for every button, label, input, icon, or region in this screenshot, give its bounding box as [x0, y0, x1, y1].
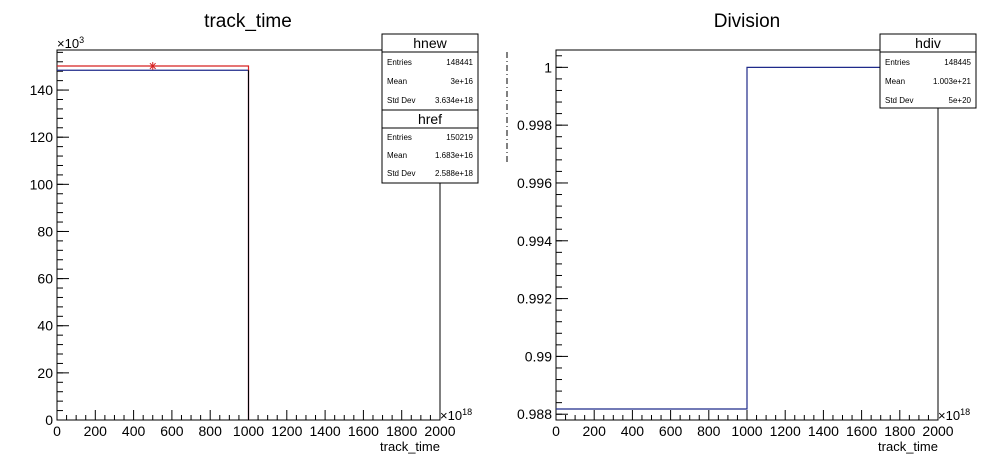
x-tick-label: 800	[199, 423, 223, 439]
y-tick-labels: 0 20 40 60 80 100 120 140	[30, 82, 54, 428]
stats-box-frame	[381, 33, 479, 111]
histogram-series-hdiv	[556, 66, 938, 410]
stats-box-frame	[879, 33, 977, 109]
stats-value: 1.003e+21	[933, 77, 972, 86]
x-tick-label: 200	[84, 423, 108, 439]
stats-label: Std Dev	[387, 96, 415, 105]
x-tick-label: 1400	[310, 423, 341, 439]
y-tick-label: 0.988	[517, 406, 552, 422]
stats-label: Std Dev	[387, 169, 415, 178]
x-tick-label: 1400	[808, 423, 839, 439]
stats-label: Mean	[387, 77, 407, 86]
x-tick-label: 1600	[846, 423, 877, 439]
marker-star-href	[148, 62, 157, 71]
x-exponent-label: ×1018	[440, 407, 472, 423]
stats-label: Mean	[387, 151, 407, 160]
x-tick-labels: 0 200 400 600 800 1000 1200 1400 1600 1800 2000	[552, 423, 954, 439]
y-tick-label: 0.996	[517, 175, 552, 191]
stats-title: hdiv	[915, 35, 941, 51]
x-tick-label: 200	[583, 423, 607, 439]
x-tick-label: 1600	[348, 423, 379, 439]
stats-title: hnew	[413, 35, 447, 51]
x-tick-label: 0	[552, 423, 560, 439]
histogram-bars	[57, 62, 250, 420]
x-tick-label: 600	[659, 423, 683, 439]
stats-label: Std Dev	[885, 96, 913, 105]
y-tick-label: 40	[37, 318, 53, 334]
stats-box-frame	[381, 109, 479, 184]
x-tick-label: 800	[697, 423, 721, 439]
stats-value: 3.634e+18	[435, 96, 474, 105]
stats-label: Mean	[885, 77, 905, 86]
y-tick-label: 0	[45, 412, 53, 428]
y-tick-label: 0.992	[517, 291, 552, 307]
y-tick-label: 80	[37, 223, 53, 239]
histogram-series-hnew	[57, 69, 250, 420]
x-tick-label: 400	[122, 423, 146, 439]
y-tick-label: 20	[37, 365, 53, 381]
chart-title: Division	[714, 11, 781, 32]
y-tick-label: 1	[544, 59, 552, 75]
pad-division: Division 0 200 400 600 800 1000 1200 1400 1600 18…	[506, 11, 977, 454]
stats-box-hnew: hnew Entries 148441 Mean 3e+16 Std Dev 3…	[381, 33, 479, 111]
y-exponent-label: ×103	[57, 35, 84, 51]
stats-value: 2.588e+18	[435, 169, 474, 178]
pad-track-time: track_time 0 200 400 600 800 1000 1200 1400 1600…	[30, 11, 479, 454]
stats-label: Entries	[387, 58, 412, 67]
stats-box-href: href Entries 150219 Mean 1.683e+16 Std D…	[381, 109, 479, 184]
stats-value: 148445	[944, 58, 971, 67]
y-tick-label: 120	[30, 129, 54, 145]
x-tick-label: 1200	[271, 423, 302, 439]
x-tick-label: 0	[53, 423, 61, 439]
stats-title: href	[418, 111, 442, 127]
y-tick-label: 100	[30, 176, 54, 192]
x-axis-title: track_time	[380, 439, 440, 454]
x-tick-label: 1000	[233, 423, 264, 439]
x-tick-labels: 0 200 400 600 800 1000 1200 1400 1600 1800 2000	[53, 423, 456, 439]
axis-ticks	[555, 55, 939, 420]
x-tick-label: 1000	[731, 423, 762, 439]
stats-value: 3e+16	[451, 77, 474, 86]
x-tick-label: 600	[160, 423, 184, 439]
stats-box-hdiv: hdiv Entries 148445 Mean 1.003e+21 Std D…	[879, 33, 977, 109]
x-tick-label: 1800	[884, 423, 915, 439]
x-tick-label: 1200	[770, 423, 801, 439]
chart-title: track_time	[204, 11, 292, 32]
stats-value: 148441	[446, 58, 473, 67]
y-tick-label: 60	[37, 271, 53, 287]
x-axis-title: track_time	[878, 439, 938, 454]
stats-label: Entries	[387, 133, 412, 142]
y-tick-label: 0.994	[517, 233, 552, 249]
x-exponent-label: ×1018	[938, 407, 970, 423]
stats-value: 1.683e+16	[435, 151, 474, 160]
x-tick-label: 2000	[922, 423, 953, 439]
y-tick-labels: 0.988 0.99 0.992 0.994 0.996 0.998 1	[517, 59, 552, 422]
y-tick-label: 140	[30, 82, 54, 98]
histogram-series-href	[57, 65, 250, 420]
y-tick-label: 0.99	[525, 348, 552, 364]
x-tick-label: 400	[621, 423, 645, 439]
stats-label: Entries	[885, 58, 910, 67]
marker-stroke	[149, 62, 156, 70]
axis-ticks	[56, 51, 441, 421]
stats-value: 5e+20	[949, 96, 972, 105]
histogram-bars	[556, 66, 938, 410]
x-tick-label: 1800	[386, 423, 417, 439]
y-tick-label: 0.998	[517, 117, 552, 133]
x-tick-label: 2000	[424, 423, 455, 439]
stats-value: 150219	[446, 133, 473, 142]
